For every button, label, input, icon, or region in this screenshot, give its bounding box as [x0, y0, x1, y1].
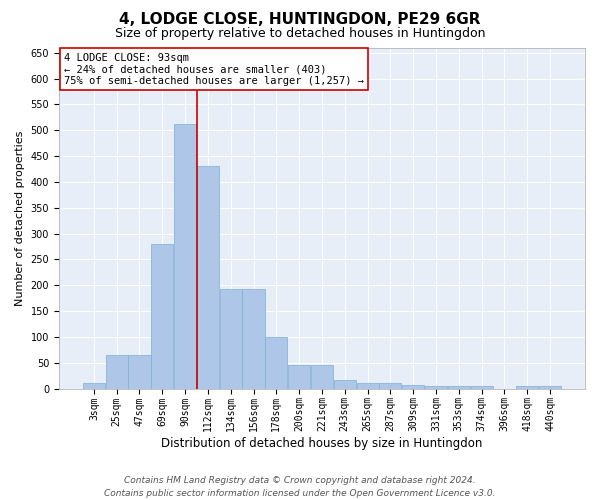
Bar [539, 386, 561, 388]
Bar [106, 355, 128, 388]
Bar [288, 365, 310, 388]
Bar [448, 386, 470, 388]
Bar [220, 290, 242, 388]
Bar [516, 386, 538, 388]
Bar [242, 290, 265, 388]
Bar [402, 385, 424, 388]
Bar [265, 337, 287, 388]
Bar [311, 365, 333, 388]
Bar [128, 355, 151, 388]
Bar [425, 386, 447, 388]
Bar [174, 124, 196, 388]
Text: 4 LODGE CLOSE: 93sqm
← 24% of detached houses are smaller (403)
75% of semi-deta: 4 LODGE CLOSE: 93sqm ← 24% of detached h… [64, 52, 364, 86]
Bar [379, 383, 401, 388]
X-axis label: Distribution of detached houses by size in Huntingdon: Distribution of detached houses by size … [161, 437, 482, 450]
Bar [334, 380, 356, 388]
Bar [470, 386, 493, 388]
Text: 4, LODGE CLOSE, HUNTINGDON, PE29 6GR: 4, LODGE CLOSE, HUNTINGDON, PE29 6GR [119, 12, 481, 28]
Y-axis label: Number of detached properties: Number of detached properties [15, 130, 25, 306]
Bar [83, 384, 105, 388]
Text: Size of property relative to detached houses in Huntingdon: Size of property relative to detached ho… [115, 28, 485, 40]
Bar [356, 383, 379, 388]
Bar [197, 166, 219, 388]
Text: Contains HM Land Registry data © Crown copyright and database right 2024.
Contai: Contains HM Land Registry data © Crown c… [104, 476, 496, 498]
Bar [151, 244, 173, 388]
